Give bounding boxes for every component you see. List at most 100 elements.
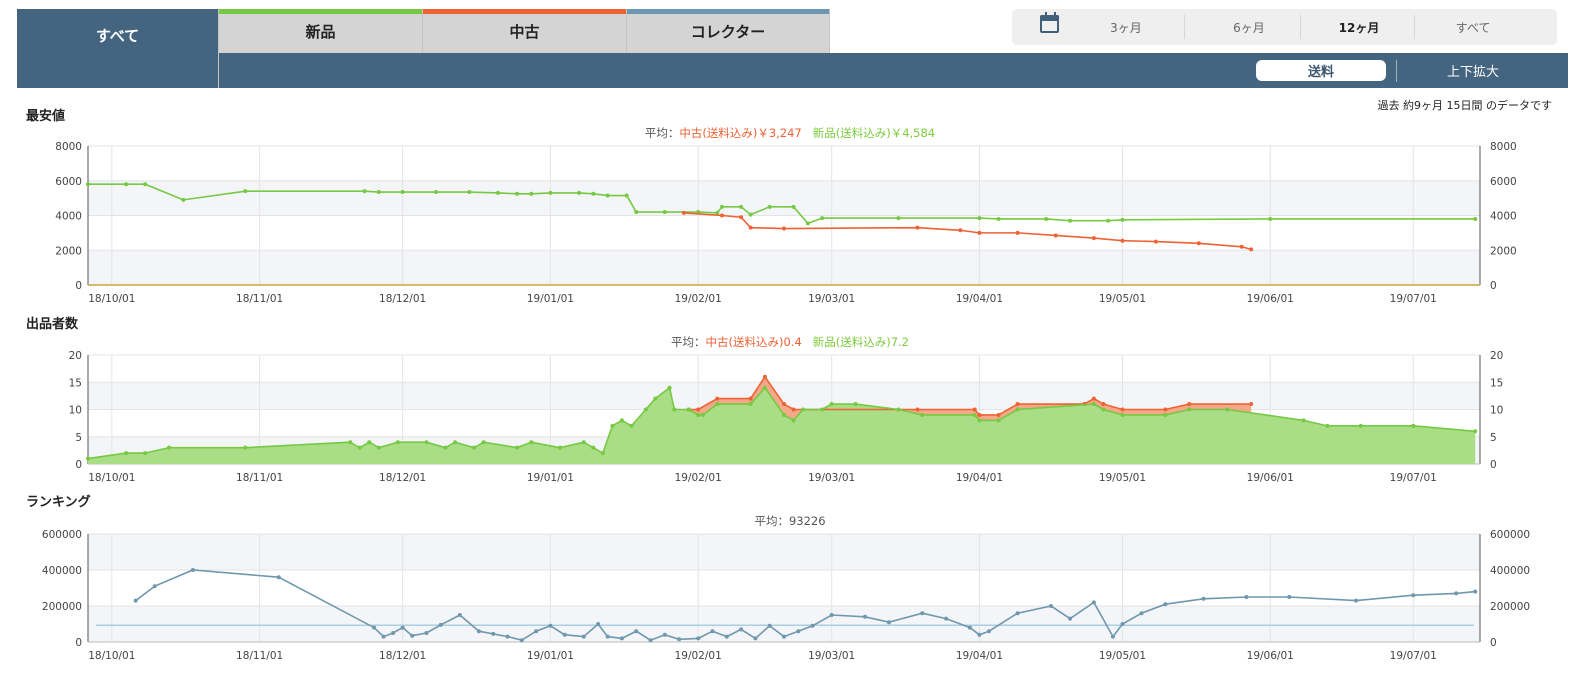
series-point-0 <box>519 638 524 643</box>
series-point-0 <box>1068 218 1073 223</box>
new-sellers-point <box>896 407 901 412</box>
x-tick-label: 19/01/01 <box>527 472 574 484</box>
x-tick-label: 19/07/01 <box>1390 472 1437 484</box>
y-tick-label-right: 0 <box>1490 459 1497 471</box>
y-tick-label-left: 5 <box>75 432 82 444</box>
series-point-0 <box>805 221 810 226</box>
new-sellers-point <box>977 418 982 423</box>
series-point-0 <box>634 629 639 634</box>
new-sellers-point <box>395 440 400 445</box>
new-sellers-point <box>557 445 562 450</box>
series-point-0 <box>996 216 1001 221</box>
new-sellers-point <box>357 445 362 450</box>
series-point-0 <box>434 190 438 195</box>
series-point-0 <box>133 598 138 603</box>
y-tick-label-left: 0 <box>75 280 82 292</box>
y-tick-label-right: 200000 <box>1490 601 1530 613</box>
series-point-0 <box>276 575 281 580</box>
new-sellers-point <box>696 412 701 417</box>
series-point-0 <box>619 636 624 641</box>
vertical-zoom-button[interactable]: 上下拡大 <box>1446 65 1499 80</box>
new-sellers-point <box>996 418 1001 423</box>
y-tick-label-left: 4000 <box>55 211 82 223</box>
y-tick-label-left: 600000 <box>42 529 82 541</box>
new-sellers-point <box>1120 412 1125 417</box>
used-sellers-point <box>1249 402 1254 407</box>
y-tick-label-right: 10 <box>1490 405 1503 417</box>
new-sellers-point <box>667 385 672 390</box>
new-sellers-point <box>424 440 429 445</box>
used-sellers-point <box>1163 407 1168 412</box>
x-tick-label: 19/04/01 <box>956 293 1003 305</box>
used-sellers-point <box>996 412 1001 417</box>
x-tick-label: 19/06/01 <box>1247 472 1294 484</box>
grid-band <box>88 250 1480 285</box>
series-point-0 <box>662 632 667 637</box>
new-sellers-point <box>1473 429 1478 434</box>
series-point-0 <box>495 190 500 195</box>
chart-0: 0 0 2000 2000 4000 4000 6000 6000 8000 8000 18/10/… <box>55 141 1516 305</box>
series-point-0 <box>920 611 925 616</box>
series-point-0 <box>739 204 744 209</box>
new-sellers-point <box>581 440 586 445</box>
series-point-0 <box>424 631 429 635</box>
new-sellers-point <box>791 418 796 423</box>
new-sellers-point <box>629 423 634 428</box>
tab-used[interactable]: 中古 <box>423 9 627 53</box>
series-point-1 <box>1249 247 1254 252</box>
shipping-toggle-button[interactable]: 送料 <box>1256 60 1386 81</box>
tab-all[interactable]: すべて <box>17 9 219 88</box>
series-point-0 <box>782 634 786 639</box>
series-point-0 <box>1287 595 1292 599</box>
tab-collector[interactable]: コレクター <box>627 9 830 53</box>
used-sellers-point <box>762 374 767 379</box>
used-sellers-point <box>1091 396 1096 401</box>
series-point-0 <box>1354 598 1359 603</box>
new-sellers-point <box>86 456 90 461</box>
period-3m[interactable]: 3ヶ月 <box>1110 20 1142 35</box>
used-sellers-point <box>1015 402 1020 407</box>
x-tick-label: 19/05/01 <box>1099 472 1146 484</box>
period-note: 過去 約9ヶ月 15日間 のデータです <box>1377 99 1552 112</box>
series-point-0 <box>577 190 582 195</box>
series-point-0 <box>491 631 496 636</box>
new-sellers-point <box>672 407 677 412</box>
new-sellers-point <box>591 445 596 450</box>
series-point-0 <box>400 625 405 630</box>
tab-all-label: すべて <box>95 27 140 45</box>
series-point-0 <box>863 614 868 619</box>
period-6m[interactable]: 6ヶ月 <box>1233 20 1265 35</box>
new-sellers-point <box>762 385 767 390</box>
y-tick-label-left: 20 <box>69 350 82 362</box>
series-point-0 <box>820 216 825 221</box>
series-point-1 <box>1015 230 1020 235</box>
new-sellers-point <box>472 445 477 450</box>
tab-new[interactable]: 新品 <box>219 9 423 53</box>
product-type-tabs: すべて 新品 中古 コレクター <box>17 0 1568 88</box>
series-point-0 <box>1268 216 1273 221</box>
price-average: 平均：中古(送料込み)￥3,247 新品(送料込み)￥4,584 <box>0 125 1580 141</box>
new-sellers-point <box>1358 423 1363 428</box>
series-point-0 <box>152 584 157 589</box>
price-average-used: 中古(送料込み)￥3,247 <box>679 126 802 140</box>
sellers-average-new: 新品(送料込み)7.2 <box>812 335 909 349</box>
series-point-1 <box>1196 241 1201 246</box>
series-point-0 <box>381 634 386 639</box>
series-point-0 <box>591 191 596 196</box>
period-12m[interactable]: 12ヶ月 <box>1338 20 1380 35</box>
used-sellers-point <box>915 407 920 412</box>
tab-collector-label: コレクター <box>690 22 766 41</box>
y-tick-label-left: 400000 <box>42 565 82 577</box>
series-point-0 <box>720 204 725 209</box>
new-sellers-point <box>972 412 977 417</box>
used-sellers-point <box>1101 402 1106 407</box>
grid-band <box>88 180 1480 216</box>
series-point-0 <box>362 189 367 194</box>
period-all[interactable]: すべて <box>1455 20 1491 35</box>
grid-band <box>88 534 1480 570</box>
series-point-0 <box>86 182 90 187</box>
series-point-0 <box>372 625 377 630</box>
x-tick-label: 18/12/01 <box>379 472 426 484</box>
y-tick-label-right: 20 <box>1490 350 1503 362</box>
new-sellers-point <box>801 407 806 412</box>
